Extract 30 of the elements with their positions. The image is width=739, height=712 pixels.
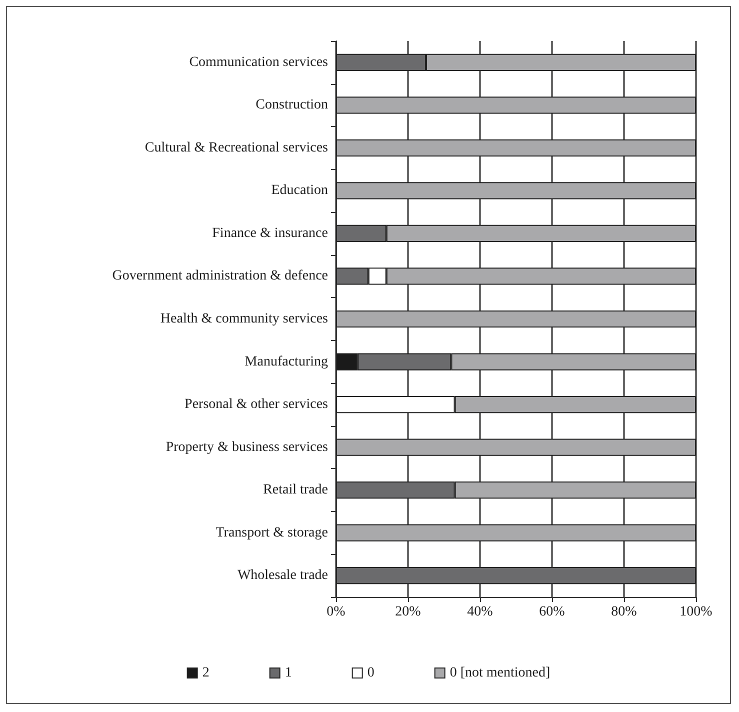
bar [336,310,696,328]
bar [336,567,696,584]
bar [336,524,696,542]
y-tick-label: Property & business services [166,440,328,455]
y-tick-label: Finance & insurance [212,226,328,241]
y-tick-label: Government administration & defence [112,268,328,284]
legend-label: 0 [367,666,374,680]
legend-label: 2 [202,666,210,680]
y-tick-label: Health & community services [160,312,328,326]
y-tick-label: Communication services [189,54,328,70]
x-tick-label: 0% [326,604,346,620]
bar [336,96,696,114]
y-tick-label: Education [271,183,328,198]
x-tick-label: 60% [539,604,566,620]
y-tick-label: Construction [256,98,328,113]
legend-label: 0 [not mentioned] [450,666,550,680]
y-tick-label: Wholesale trade [237,568,328,584]
y-tick-label: Transport & storage [216,525,328,540]
bar [336,139,696,156]
y-tick-label: Manufacturing [244,354,328,370]
legend-label: 1 [284,666,292,680]
x-tick-label: 20% [395,604,422,620]
y-tick-label: Personal & other services [184,397,328,412]
bar [336,182,696,200]
y-tick-label: Cultural & Recreational services [144,140,328,156]
x-tick-label: 80% [611,604,638,620]
bar [336,438,696,456]
x-tick-label: 40% [467,604,494,620]
y-tick-label: Retail trade [263,482,328,498]
x-tick-label: 100% [680,604,713,620]
